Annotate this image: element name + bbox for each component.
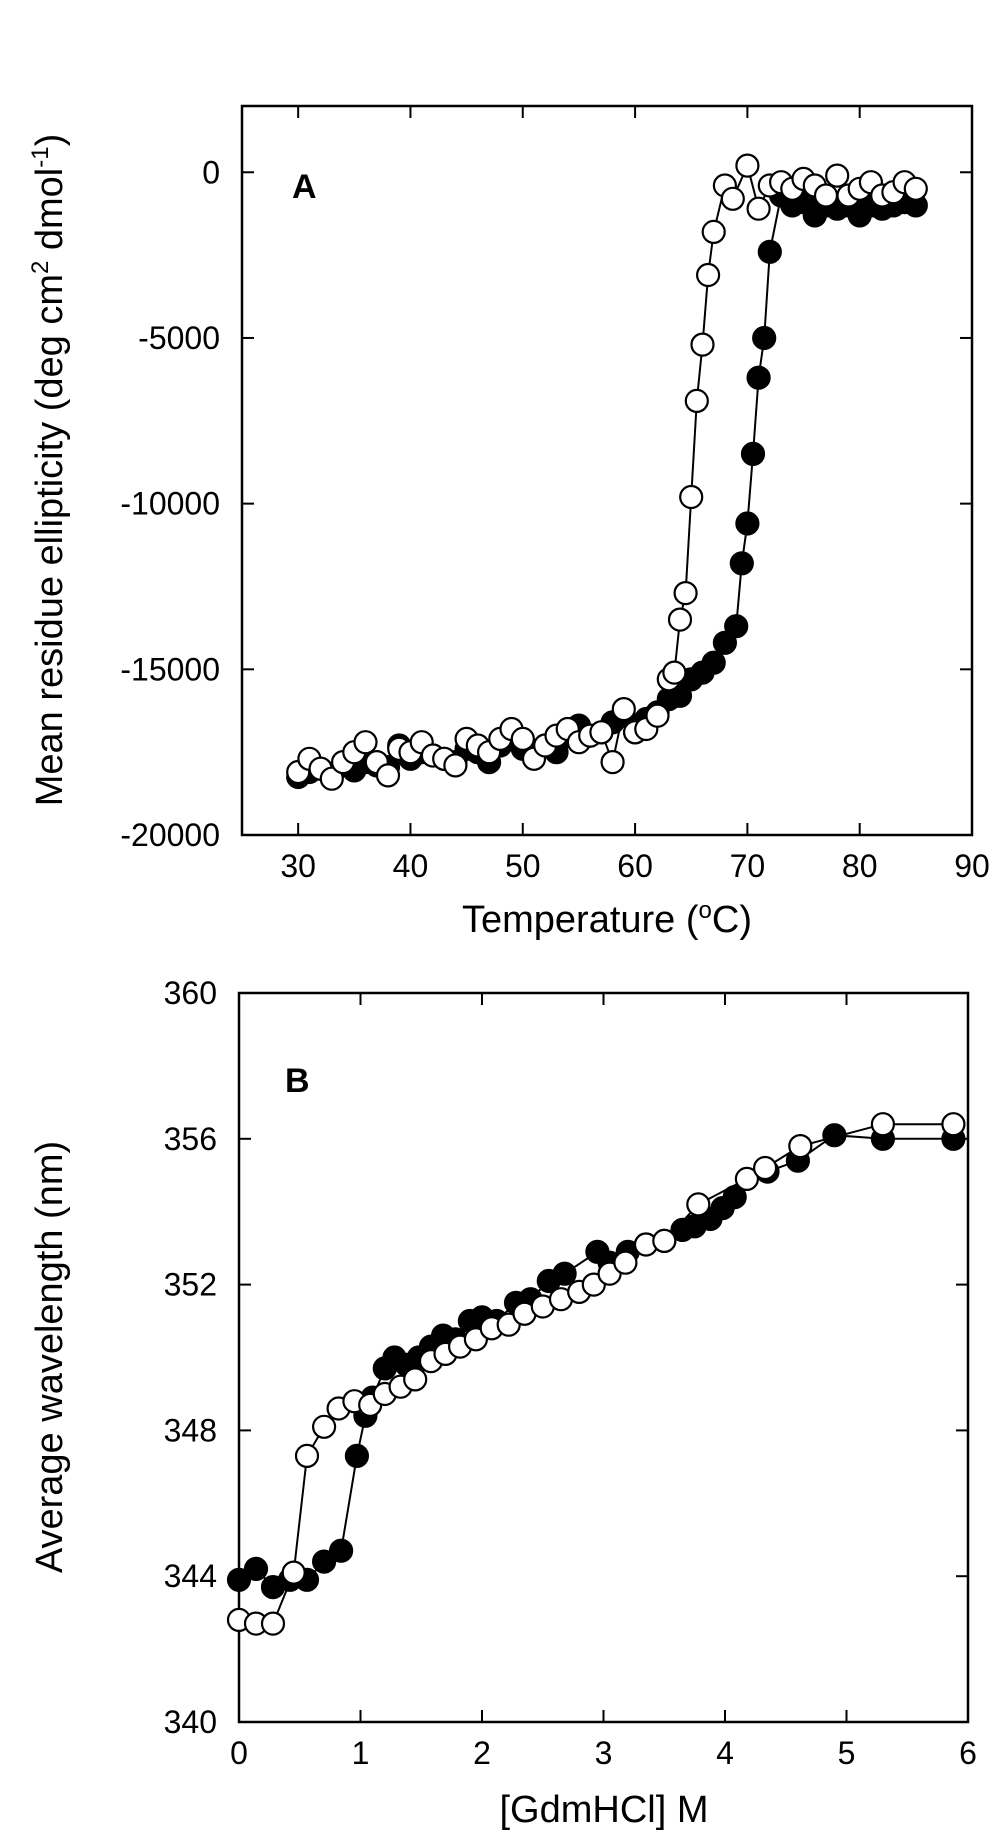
data-point-open [281, 1560, 306, 1585]
data-point-open [600, 749, 625, 775]
y-tick-label: 0 [202, 154, 220, 190]
series-line-filled [238, 1134, 954, 1589]
panel-b-points [226, 1112, 966, 1636]
data-point-open [679, 484, 704, 510]
x-tick-label: 60 [617, 848, 653, 884]
series-line-filled [297, 193, 917, 778]
panel-b-y-axis-title: Average wavelength (nm) [29, 1141, 71, 1573]
data-point-open [735, 153, 760, 178]
panel-a-frame [240, 104, 974, 837]
x-tick-label: 3 [595, 1735, 613, 1771]
panel-b-label: B [285, 1062, 310, 1100]
data-point-open [825, 163, 850, 188]
panel-a-y-axis-title: Mean residue ellipticity (deg cm2 dmol-1… [27, 134, 71, 807]
panel-b: 0 1 2 3 4 5 6 340 344 348 352 356 360 B [GdmHCl] M A… [29, 975, 977, 1831]
data-point-open [720, 186, 745, 211]
data-point-filled [226, 1567, 252, 1592]
data-point-filled [729, 551, 754, 576]
x-tick-label: 50 [505, 848, 541, 884]
y-tick-label: 352 [164, 1267, 217, 1303]
data-point-open [403, 1367, 428, 1392]
x-tick-label: 70 [730, 848, 766, 884]
data-point-filled [740, 441, 766, 466]
y-tick-label: 344 [164, 1558, 217, 1594]
panel-a-label: A [292, 168, 317, 206]
series-line-open [297, 162, 917, 781]
data-point-open [312, 1414, 337, 1439]
data-point-open [662, 660, 687, 685]
x-tick-label: 6 [959, 1735, 977, 1771]
data-point-open [260, 1611, 286, 1636]
data-point-open [613, 1250, 638, 1275]
data-point-filled [722, 1184, 747, 1210]
data-point-filled [344, 1443, 369, 1469]
data-point-open [690, 332, 715, 357]
data-point-open [353, 730, 378, 755]
data-point-open [746, 196, 771, 221]
panel-a-ticks: 30 40 50 60 70 80 90 -20000 -15000 -10000 -5000 0 [120, 106, 990, 884]
panel-b-frame [237, 991, 970, 1724]
data-point-filled [724, 614, 749, 639]
data-point-filled [746, 365, 771, 390]
data-point-filled [667, 683, 693, 708]
data-point-open [701, 219, 726, 244]
x-tick-label: 5 [838, 1735, 856, 1771]
panel-a-x-axis-title: Temperature (oC) [462, 897, 752, 941]
y-tick-label: 340 [164, 1704, 217, 1740]
data-point-open [652, 1228, 677, 1254]
x-tick-label: 90 [954, 848, 990, 884]
data-point-open [645, 703, 670, 728]
data-point-open [510, 726, 535, 752]
panel-b-x-axis-title: [GdmHCl] M [500, 1789, 709, 1831]
panel-a-lines [297, 162, 917, 781]
data-point-open [734, 1166, 760, 1192]
data-point-open [941, 1112, 966, 1137]
data-point-open [319, 766, 344, 791]
data-point-open [813, 183, 839, 208]
data-point-filled [822, 1123, 847, 1148]
x-tick-label: 2 [473, 1735, 491, 1771]
data-point-open [611, 696, 636, 722]
x-tick-label: 40 [393, 848, 429, 884]
x-tick-label: 0 [230, 1735, 248, 1771]
data-point-filled [552, 1261, 577, 1286]
y-tick-label: -15000 [120, 651, 220, 687]
panel-a-points [286, 153, 928, 791]
data-point-open [375, 763, 401, 788]
data-point-open [294, 1443, 320, 1469]
data-point-filled [312, 1549, 337, 1574]
data-point-filled [757, 239, 782, 264]
data-point-open [788, 1133, 813, 1159]
data-point-filled [243, 1556, 269, 1582]
y-tick-label: 348 [164, 1412, 217, 1448]
x-tick-label: 30 [280, 848, 316, 884]
data-point-open [870, 1112, 896, 1137]
data-point-filled [752, 325, 777, 351]
data-point-open [667, 607, 693, 632]
y-tick-label: -5000 [138, 320, 220, 356]
panel-a: 30 40 50 60 70 80 90 -20000 -15000 -10000 -5000 0 A… [27, 104, 990, 941]
data-point-open [443, 753, 468, 778]
data-point-filled [329, 1538, 354, 1563]
data-point-filled [701, 650, 726, 675]
x-tick-label: 1 [352, 1735, 370, 1771]
data-point-open [752, 1155, 778, 1181]
data-point-open [684, 388, 709, 413]
data-point-open [695, 262, 721, 288]
data-point-filled [712, 630, 738, 655]
y-tick-label: -10000 [120, 486, 220, 522]
data-point-open [673, 580, 698, 606]
data-point-open [589, 720, 614, 745]
x-tick-label: 4 [716, 1735, 734, 1771]
y-tick-label: -20000 [120, 817, 220, 853]
data-point-open [686, 1192, 711, 1217]
panel-b-ticks: 0 1 2 3 4 5 6 340 344 348 352 356 360 [164, 975, 977, 1771]
y-tick-label: 356 [164, 1121, 217, 1157]
data-point-filled [735, 511, 760, 536]
data-point-open [903, 176, 928, 201]
x-tick-label: 80 [842, 848, 878, 884]
y-tick-label: 360 [164, 975, 217, 1011]
